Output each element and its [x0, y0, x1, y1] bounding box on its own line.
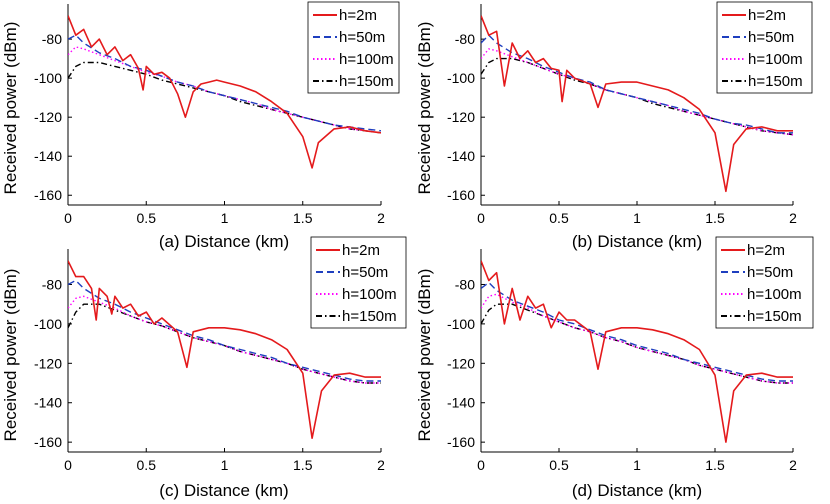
y-tick-label: -160: [34, 434, 62, 450]
legend-label: h=100m: [747, 286, 802, 303]
series-line-h=50m: [68, 34, 381, 132]
chart-panel-1: 0 0.5 1 1.5 2 -80 -100 -120 -140 -160 (b) Distance…: [415, 1, 813, 251]
y-axis-label: Received power (dBm): [1, 269, 20, 442]
y-tick-label: -140: [447, 148, 475, 164]
y-tick-label: -140: [447, 395, 475, 411]
series-line-h=50m: [481, 281, 793, 382]
legend-label: h=50m: [748, 29, 794, 46]
y-tick-label: -100: [34, 316, 62, 332]
y-tick-label: -80: [455, 276, 475, 292]
y-tick-label: -120: [34, 355, 62, 371]
x-tick-label: 1: [633, 210, 641, 226]
x-tick-label: 2: [789, 457, 797, 473]
x-tick-label: 1.5: [293, 210, 313, 226]
y-tick-label: -140: [34, 395, 62, 411]
legend-label: h=50m: [342, 264, 388, 281]
x-axis-label: (d) Distance (km): [572, 481, 702, 500]
legend-label: h=150m: [748, 73, 803, 90]
y-axis-label: Received power (dBm): [415, 269, 434, 442]
series-line-h=2m: [481, 260, 793, 443]
legend: h=2m h=50m h=100m h=150m: [310, 236, 407, 329]
legend-label: h=100m: [342, 286, 397, 303]
legend-label: h=150m: [342, 308, 397, 325]
y-tick-label: -160: [34, 187, 62, 203]
x-tick-label: 0: [64, 457, 72, 473]
chart-panel-0: 0 0.5 1 1.5 2 -80 -100 -120 -140 -160 (a) Distance…: [1, 1, 400, 251]
legend-label: h=2m: [342, 242, 380, 259]
series-line-h=100m: [481, 293, 793, 384]
y-tick-label: -160: [447, 434, 475, 450]
chart-panel-3: 0 0.5 1 1.5 2 -80 -100 -120 -140 -160 (d) Distance…: [415, 236, 814, 500]
legend-label: h=100m: [339, 51, 394, 68]
y-axis-label: Received power (dBm): [415, 22, 434, 195]
x-axis-label: (a) Distance (km): [159, 232, 289, 251]
series-line-h=100m: [68, 295, 381, 384]
x-tick-label: 0: [64, 210, 72, 226]
y-tick-label: -120: [34, 109, 62, 125]
x-tick-label: 1.5: [293, 457, 313, 473]
x-tick-label: 1: [633, 457, 641, 473]
x-tick-label: 2: [377, 210, 385, 226]
x-tick-label: 0.5: [137, 457, 157, 473]
legend-label: h=2m: [339, 7, 377, 24]
legend-label: h=150m: [747, 308, 802, 325]
legend-label: h=150m: [339, 73, 394, 90]
y-tick-label: -80: [42, 276, 62, 292]
series-line-h=2m: [481, 15, 793, 193]
x-tick-label: 0.5: [549, 457, 569, 473]
legend-label: h=50m: [747, 264, 793, 281]
x-tick-label: 2: [377, 457, 385, 473]
legend-label: h=50m: [339, 29, 385, 46]
x-tick-label: 1.5: [705, 210, 725, 226]
legend: h=2m h=50m h=100m h=150m: [307, 1, 400, 94]
x-tick-label: 1.5: [705, 457, 725, 473]
x-tick-label: 0: [477, 457, 485, 473]
legend-label: h=2m: [747, 242, 785, 259]
x-tick-label: 1: [221, 457, 229, 473]
series-line-h=2m: [68, 260, 381, 440]
legend-box: [715, 236, 814, 329]
x-axis-label: (b) Distance (km): [572, 232, 702, 251]
series-line-h=150m: [481, 57, 793, 136]
legend: h=2m h=50m h=100m h=150m: [716, 1, 813, 94]
y-tick-label: -100: [447, 70, 475, 86]
x-tick-label: 0.5: [549, 210, 569, 226]
series-line-h=50m: [68, 279, 381, 382]
x-axis-label: (c) Distance (km): [159, 481, 288, 500]
y-tick-label: -140: [34, 148, 62, 164]
chart-panel-2: 0 0.5 1 1.5 2 -80 -100 -120 -140 -160 (c) Distance…: [1, 236, 407, 500]
legend-label: h=100m: [748, 51, 803, 68]
y-tick-label: -100: [34, 70, 62, 86]
legend-box: [716, 1, 813, 94]
legend-box: [307, 1, 400, 94]
x-tick-label: 1: [221, 210, 229, 226]
x-tick-label: 2: [789, 210, 797, 226]
series-line-h=2m: [68, 15, 381, 169]
y-axis-label: Received power (dBm): [1, 22, 20, 195]
y-tick-label: -160: [447, 187, 475, 203]
y-tick-label: -100: [447, 316, 475, 332]
legend: h=2m h=50m h=100m h=150m: [715, 236, 814, 329]
x-tick-label: 0: [477, 210, 485, 226]
y-tick-label: -80: [42, 31, 62, 47]
y-tick-label: -80: [455, 31, 475, 47]
legend-box: [310, 236, 407, 329]
series-line-h=50m: [481, 34, 793, 134]
y-tick-label: -120: [447, 109, 475, 125]
y-tick-label: -120: [447, 355, 475, 371]
x-tick-label: 0.5: [137, 210, 157, 226]
legend-label: h=2m: [748, 7, 786, 24]
